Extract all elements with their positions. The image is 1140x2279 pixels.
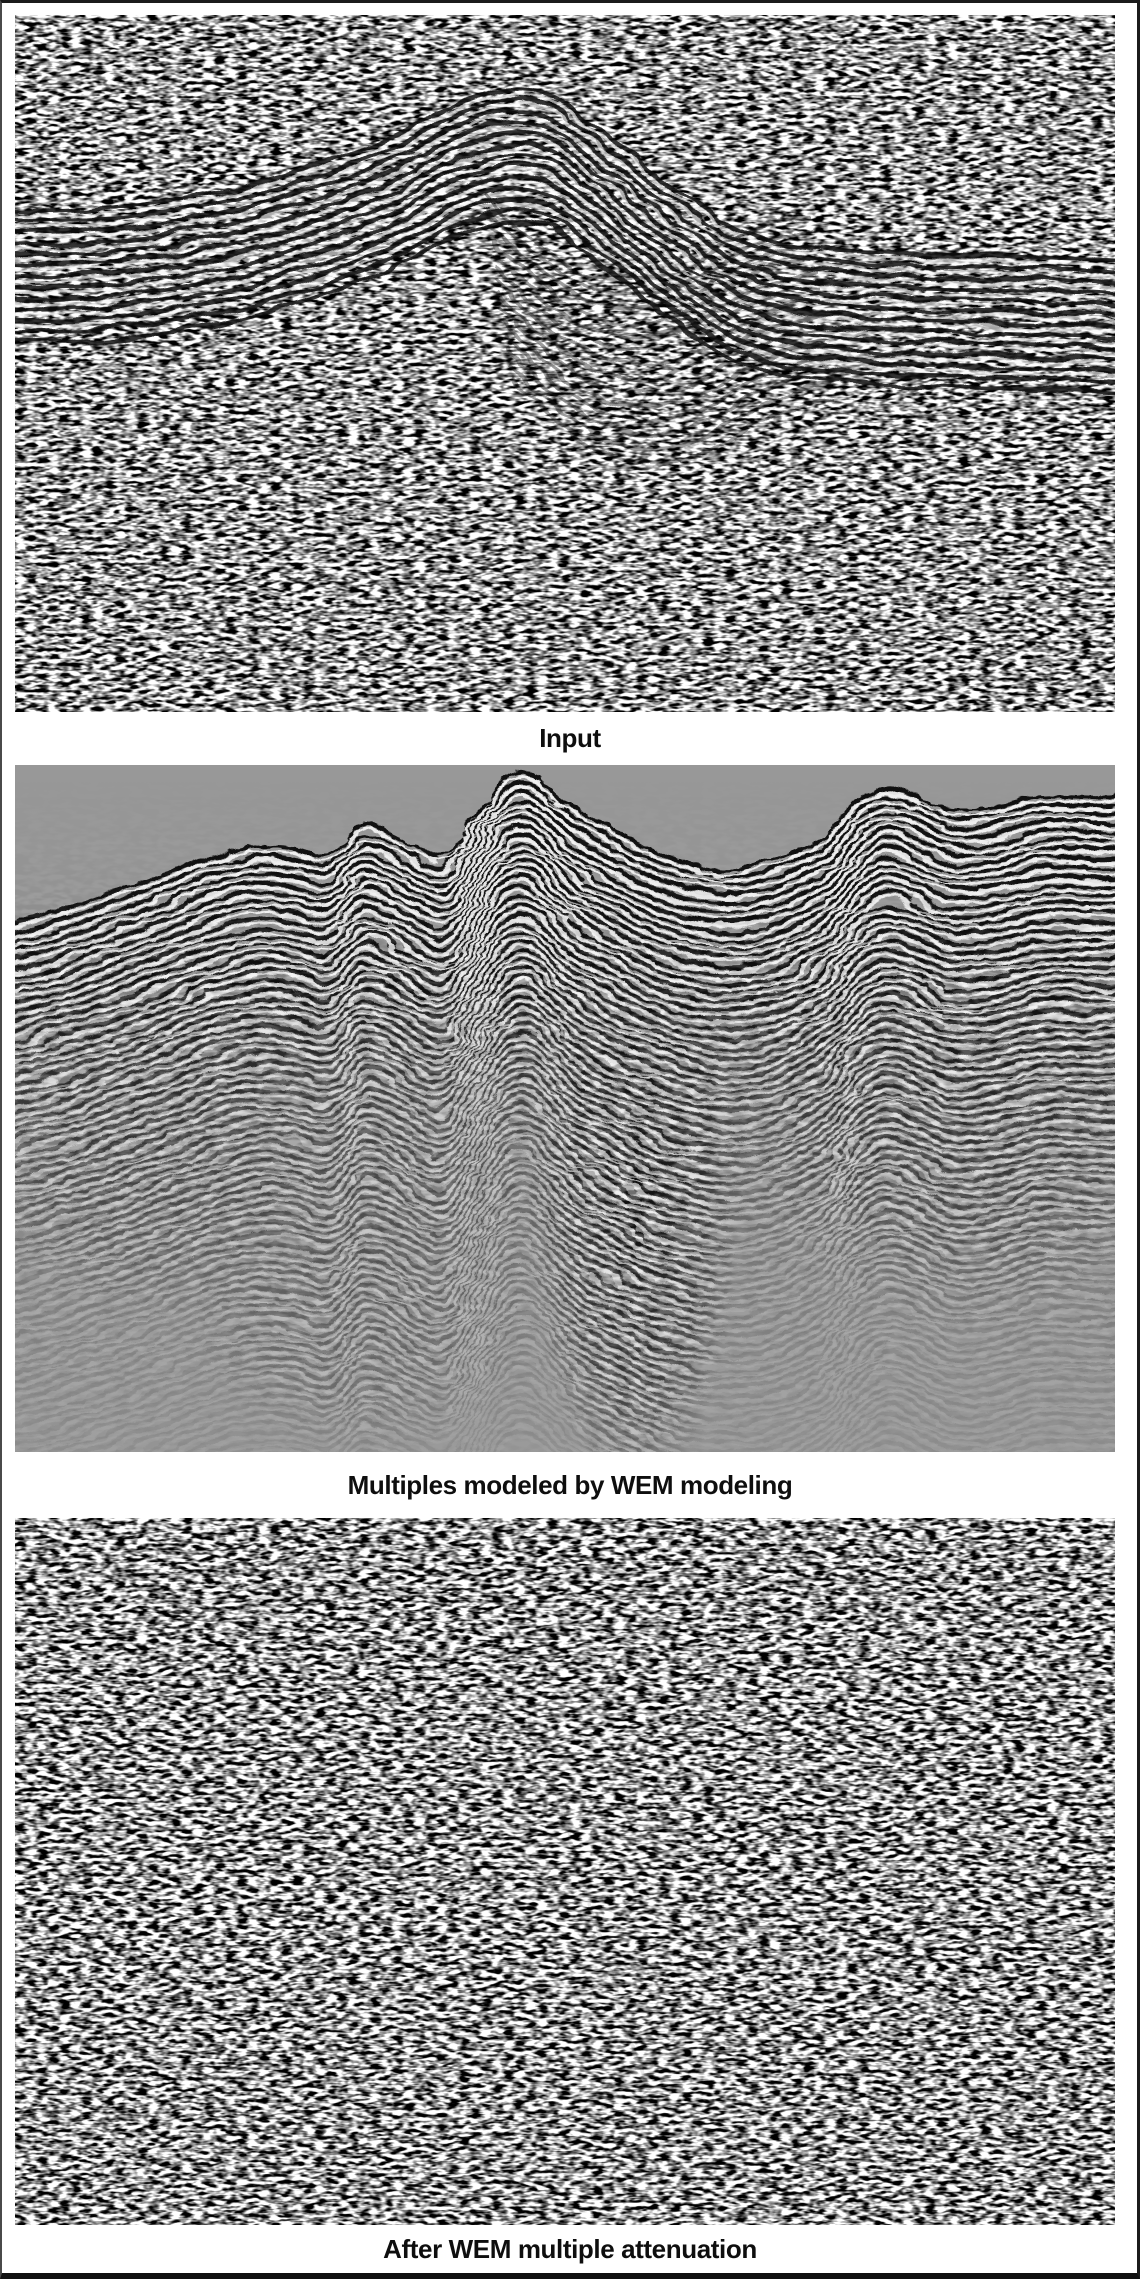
seismic-panel-input (15, 15, 1115, 712)
seismic-section-attenuated-image (15, 1518, 1115, 2225)
seismic-panel-multiples (15, 765, 1115, 1452)
seismic-section-input-image (15, 15, 1115, 712)
seismic-section-multiples-image (15, 765, 1115, 1452)
caption-attenuated: After WEM multiple attenuation (383, 2233, 757, 2264)
caption-input: Input (539, 723, 601, 753)
seismic-panel-attenuated (15, 1518, 1115, 2225)
caption-multiples: Multiples modeled by WEM modeling (347, 1469, 793, 1500)
